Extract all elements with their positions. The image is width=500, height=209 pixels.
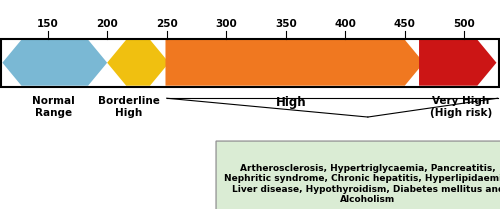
Text: 250: 250 <box>156 19 178 29</box>
Text: 200: 200 <box>96 19 118 29</box>
Text: 300: 300 <box>216 19 237 29</box>
Polygon shape <box>166 40 424 86</box>
Bar <box>1 39 499 87</box>
Text: 150: 150 <box>36 19 59 29</box>
Text: Very High
(High risk): Very High (High risk) <box>430 96 492 118</box>
Text: 500: 500 <box>454 19 475 29</box>
Text: High: High <box>276 96 307 109</box>
Text: Artherosclerosis, Hypertriglycaemia, Pancreatitis,
Nephritic syndrome, Chronic h: Artherosclerosis, Hypertriglycaemia, Pan… <box>224 164 500 204</box>
Polygon shape <box>107 40 169 86</box>
Text: 450: 450 <box>394 19 415 29</box>
FancyBboxPatch shape <box>216 141 500 209</box>
Text: 400: 400 <box>334 19 356 29</box>
Polygon shape <box>2 40 107 86</box>
Polygon shape <box>419 40 496 86</box>
Text: Borderline
High: Borderline High <box>98 96 160 118</box>
Text: Normal
Range: Normal Range <box>32 96 75 118</box>
Text: 350: 350 <box>275 19 296 29</box>
